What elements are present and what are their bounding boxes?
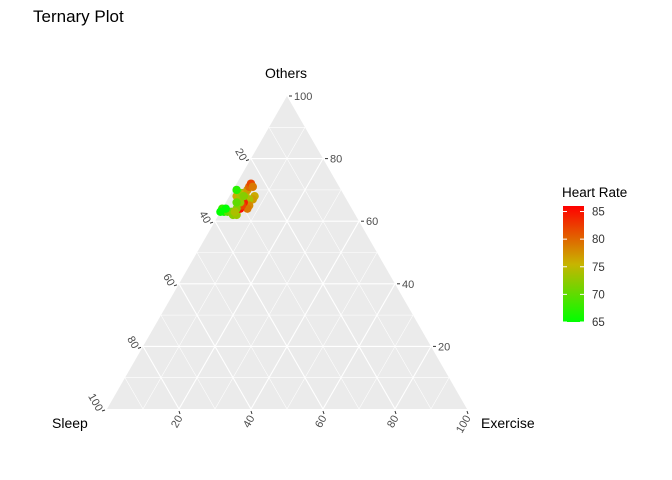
tick-label-others-100: 100 xyxy=(294,91,312,103)
tick-label-others-60: 60 xyxy=(366,216,378,228)
grid-line-sleep-10 xyxy=(268,127,432,410)
tick-label-others-20: 20 xyxy=(438,341,450,353)
grid-line-exercise-80 xyxy=(394,346,432,410)
tick-mark-sleep-100 xyxy=(101,409,106,412)
tick-mark-sleep-40 xyxy=(209,221,214,224)
tick-label-exercise-20: 20 xyxy=(169,414,186,431)
data-point-29 xyxy=(216,207,225,217)
tick-label-sleep-80: 80 xyxy=(124,334,141,351)
legend-tick-label-75: 75 xyxy=(592,262,605,274)
data-point-13 xyxy=(248,182,257,191)
grid-line-sleep-80 xyxy=(142,346,180,410)
tick-mark-sleep-60 xyxy=(173,284,178,287)
legend-tick-label-70: 70 xyxy=(592,289,605,301)
tick-mark-sleep-80 xyxy=(137,346,142,349)
grid-line-sleep-30 xyxy=(232,189,360,410)
tick-label-exercise-40: 40 xyxy=(241,414,258,431)
legend-tick-label-65: 65 xyxy=(592,317,605,329)
grid-line-sleep-70 xyxy=(160,314,216,410)
grid-line-sleep-50 xyxy=(196,252,288,410)
grid-line-exercise-10 xyxy=(142,127,306,410)
tick-mark-exercise-60 xyxy=(322,410,325,415)
tick-label-exercise-80: 80 xyxy=(385,414,402,431)
tick-label-exercise-100: 100 xyxy=(454,414,474,436)
tick-label-others-80: 80 xyxy=(330,154,342,166)
grid-line-sleep-60 xyxy=(178,283,252,410)
axis-label-others: Others xyxy=(265,65,307,81)
chart-title: Ternary Plot xyxy=(33,7,124,26)
data-point-23 xyxy=(232,185,241,195)
ternary-grid xyxy=(124,127,450,410)
data-point-26 xyxy=(232,198,241,207)
legend: Heart Rate 65 70 75 80 85 xyxy=(562,185,627,329)
axis-label-exercise: Exercise xyxy=(481,415,535,431)
tick-mark-exercise-80 xyxy=(394,410,397,415)
tick-mark-exercise-40 xyxy=(250,410,253,415)
tick-label-sleep-40: 40 xyxy=(196,209,213,226)
grid-line-exercise-30 xyxy=(214,189,342,410)
data-point-25 xyxy=(230,207,239,217)
legend-tick-label-80: 80 xyxy=(592,234,605,246)
grid-line-exercise-50 xyxy=(286,252,378,410)
legend-title: Heart Rate xyxy=(562,185,627,200)
tick-label-sleep-20: 20 xyxy=(232,146,249,163)
tick-label-sleep-60: 60 xyxy=(160,272,177,289)
grid-line-exercise-60 xyxy=(322,283,396,410)
legend-colorbar xyxy=(563,206,584,322)
tick-label-others-40: 40 xyxy=(402,279,414,291)
data-points xyxy=(216,179,259,220)
tick-mark-exercise-100 xyxy=(466,410,469,415)
data-point-27 xyxy=(239,191,248,201)
tick-label-sleep-100: 100 xyxy=(85,392,105,414)
grid-line-sleep-90 xyxy=(124,377,144,410)
legend-ticks: 65 70 75 80 85 xyxy=(563,207,605,329)
tick-label-exercise-60: 60 xyxy=(313,414,330,431)
tick-mark-exercise-20 xyxy=(178,410,181,415)
grid-line-exercise-70 xyxy=(358,314,414,410)
axis-label-sleep: Sleep xyxy=(52,415,88,431)
grid-line-exercise-90 xyxy=(430,377,450,410)
legend-tick-label-85: 85 xyxy=(592,207,605,219)
tick-mark-sleep-20 xyxy=(245,159,250,162)
